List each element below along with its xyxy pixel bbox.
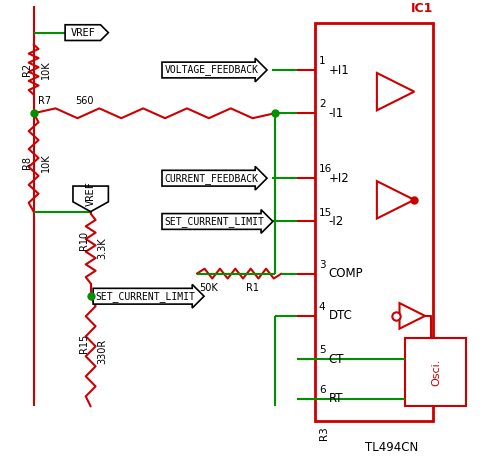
Text: TL494CN: TL494CN [365,441,418,454]
Text: Osci.: Osci. [431,358,441,386]
Text: R7: R7 [38,96,51,106]
Text: 6: 6 [319,385,326,394]
Text: R8: R8 [22,156,32,169]
Polygon shape [65,25,108,41]
Text: R15: R15 [78,334,88,353]
Text: +I1: +I1 [328,64,349,76]
Text: SET_CURRENT_LIMIT: SET_CURRENT_LIMIT [96,291,196,302]
Text: IC1: IC1 [410,2,433,15]
Text: 560: 560 [75,96,94,106]
Text: 10K: 10K [40,60,50,79]
Text: RT: RT [328,392,343,405]
Text: 16: 16 [319,164,332,174]
Polygon shape [73,186,108,212]
Bar [315,23,433,421]
Text: -I2: -I2 [328,215,344,228]
Text: 330R: 330R [98,339,108,364]
Text: 50K: 50K [199,283,218,293]
Text: R10: R10 [78,231,88,250]
Text: VREF: VREF [70,27,96,37]
Text: 5: 5 [319,345,326,355]
Text: 4: 4 [319,302,326,312]
Text: 1: 1 [319,56,326,66]
Text: CT: CT [328,353,344,366]
Text: DTC: DTC [328,309,352,322]
Text: SET_CURRENT_LIMIT: SET_CURRENT_LIMIT [164,216,264,227]
Text: R3: R3 [319,426,329,440]
Text: 15: 15 [319,207,332,218]
Polygon shape [400,303,425,329]
Text: 3.3K: 3.3K [98,238,108,259]
Text: CURRENT_FEEDBACK: CURRENT_FEEDBACK [164,173,258,184]
Bar [406,338,466,406]
Text: R2: R2 [22,63,32,76]
Text: 10K: 10K [40,153,50,172]
Text: -I1: -I1 [328,107,344,120]
Text: +I2: +I2 [328,172,349,185]
Text: COMP: COMP [328,267,364,280]
Text: VREF: VREF [86,181,96,207]
Polygon shape [377,181,414,218]
Text: VOLTAGE_FEEDBACK: VOLTAGE_FEEDBACK [164,64,258,75]
Text: 2: 2 [319,99,326,109]
Text: R1: R1 [246,283,259,293]
Polygon shape [377,73,414,110]
Text: 3: 3 [319,260,326,270]
